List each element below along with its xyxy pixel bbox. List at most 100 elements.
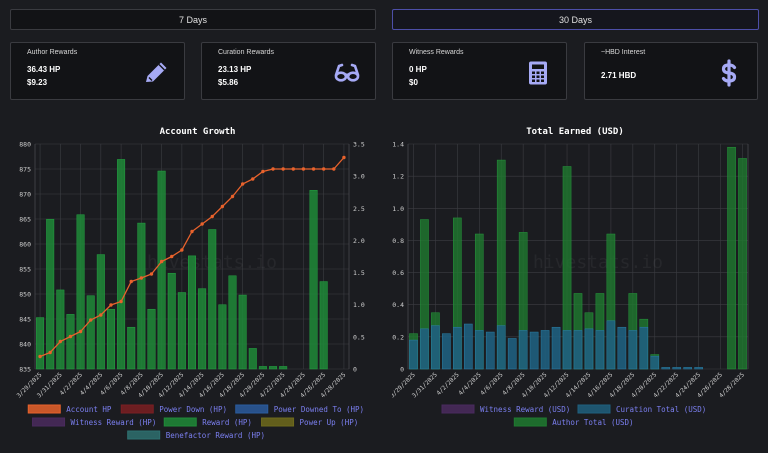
reward-bar (248, 348, 257, 370)
y-tick-label: 860 (19, 241, 31, 249)
account-hp-point (139, 276, 144, 280)
legend-label: Power Down (HP) (159, 405, 227, 414)
y2-tick-label: 0 (353, 366, 357, 374)
account-hp-point (129, 279, 133, 284)
curation-total-bar (694, 367, 703, 370)
curation-total-bar (683, 367, 692, 370)
curation-total-bar (551, 326, 561, 370)
y-tick-label: 0.8 (392, 237, 404, 245)
seven-days-button[interactable]: 7 Days (10, 9, 376, 30)
pen-icon (146, 62, 167, 82)
reward-bar (188, 255, 196, 370)
legend-label: Curation Total (USD) (616, 405, 706, 414)
y2-tick-label: 2.0 (353, 237, 365, 245)
thirty-days-button[interactable]: 30 Days (392, 9, 759, 30)
y-tick-label: 870 (19, 191, 31, 199)
reward-bar (157, 170, 166, 370)
legend-label: Benefactor Reward (HP) (166, 431, 265, 440)
curation-total-bar (507, 338, 517, 370)
card-value-usd: $5.86 (218, 78, 239, 87)
account-hp-point (89, 318, 93, 322)
account-growth-title: Account Growth (159, 127, 236, 137)
card-value-usd: $9.23 (27, 78, 48, 87)
card-title: ~HBD Interest (601, 49, 646, 56)
curation-total-bar (573, 330, 583, 370)
legend-swatch (235, 404, 269, 414)
reward-bar (147, 308, 156, 370)
y2-tick-label: 3.0 (353, 173, 365, 181)
account-hp-point (190, 229, 194, 234)
account-growth-chart: 835 840 845 850 855 860 865 870 875 880 0 0.5 1.0 1.5… (16, 141, 365, 441)
account-hp-point (38, 354, 42, 359)
card-value-hp: 23.13 HP (218, 65, 252, 74)
account-hp-point (271, 167, 275, 171)
y-tick-label: 0 (400, 366, 404, 374)
y-tick-label: 0.6 (392, 269, 404, 277)
reward-bar (228, 275, 237, 370)
y2-tick-label: 2.5 (353, 205, 365, 213)
calculator-icon (529, 61, 547, 85)
account-hp-point (332, 167, 336, 171)
account-hp-point (78, 329, 83, 334)
card-value-hbd: 2.71 HBD (601, 71, 637, 80)
account-hp-point (119, 299, 123, 304)
reward-bar (208, 229, 217, 370)
reward-bar (309, 190, 318, 370)
y-tick-label: 1.2 (392, 173, 404, 181)
card-value-hp: 0 HP (409, 65, 427, 74)
reward-bar (177, 292, 186, 370)
legend-swatch (127, 430, 161, 440)
author-rewards-card: Author Rewards 36.43 HP $9.23 (10, 42, 185, 100)
card-value-usd: $0 (409, 78, 418, 87)
y2-tick-label: 0.5 (353, 333, 365, 341)
y-tick-label: 840 (19, 341, 31, 349)
reward-bar (36, 317, 45, 370)
reward-bar (106, 308, 115, 370)
y-tick-label: 1.4 (392, 141, 404, 149)
account-hp-point (109, 303, 113, 307)
account-hp-point (210, 214, 214, 219)
account-hp-point (342, 155, 346, 160)
reward-bar (218, 304, 227, 370)
legend-swatch (441, 404, 475, 414)
account-hp-point (68, 334, 73, 339)
reward-bar (137, 222, 146, 370)
total-earned-chart: 00.20.40.60.81.01.21.43/29/20253/31/2025… (392, 141, 749, 427)
reward-bar (56, 289, 65, 370)
y-tick-label: 845 (19, 316, 31, 324)
watermark: hivestats.io (533, 252, 663, 273)
curation-total-bar (650, 355, 660, 370)
curation-total-bar (639, 326, 649, 370)
account-hp-point (321, 167, 326, 171)
reward-bar (269, 366, 278, 370)
curation-total-bar (584, 328, 594, 370)
account-hp-point (281, 167, 285, 171)
card-title: Witness Rewards (409, 49, 464, 56)
curation-total-bar (562, 330, 572, 370)
curation-total-bar (672, 367, 682, 370)
y-tick-label: 0.4 (392, 301, 404, 309)
card-value-hp: 36.43 HP (27, 65, 61, 74)
account-hp-point (58, 339, 63, 344)
reward-bar (117, 159, 126, 370)
curation-rewards-card: Curation Rewards 23.13 HP $5.86 (201, 42, 376, 100)
account-hp-point (159, 259, 164, 264)
author-total-bar (738, 158, 747, 370)
reward-bar (46, 218, 55, 370)
y2-tick-label: 1.0 (353, 301, 365, 309)
curation-total-bar (661, 367, 671, 370)
curation-total-bar (474, 330, 484, 370)
curation-total-bar (617, 326, 627, 370)
legend-swatch (163, 417, 197, 427)
curation-total-bar (595, 330, 605, 370)
curation-total-bar (409, 339, 418, 370)
dollar-icon (721, 59, 737, 87)
account-hp-point (180, 248, 184, 252)
account-hp-point (291, 167, 295, 171)
account-hp-point (240, 182, 245, 186)
reward-bar (258, 366, 267, 370)
reward-bar (319, 281, 328, 370)
curation-total-bar (420, 328, 429, 370)
curation-total-bar (442, 333, 451, 370)
legend-swatch (261, 417, 295, 427)
